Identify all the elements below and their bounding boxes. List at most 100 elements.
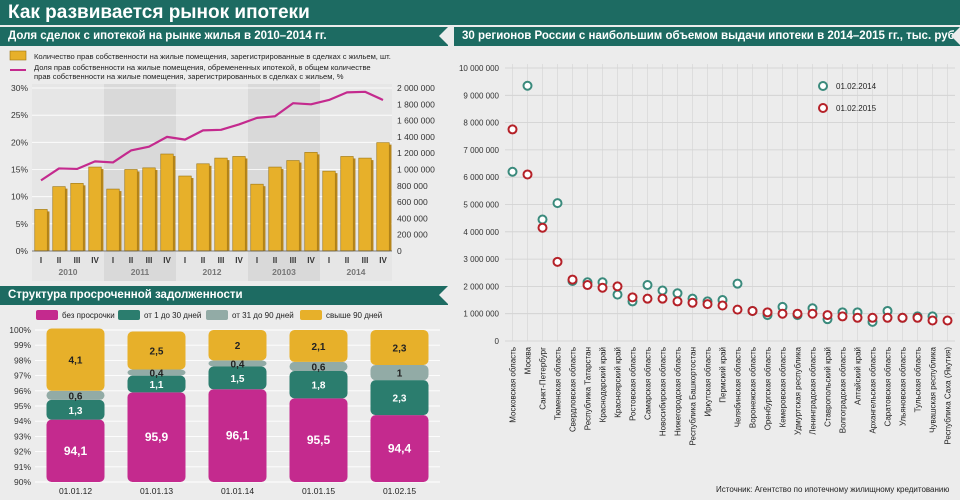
region-point [837, 311, 848, 322]
x-region-label: Санкт-Петербург [539, 347, 548, 410]
y-tick: 3 000 000 [463, 255, 499, 264]
x-quarter-label: IV [235, 256, 243, 265]
overdue-segment [46, 399, 105, 420]
y-right-tick: 1 000 000 [397, 165, 435, 175]
plot-area [505, 64, 955, 341]
y-tick: 10 000 000 [459, 64, 500, 73]
x-region-label: Москва [524, 346, 533, 374]
x-region-label: Кемеровская область [779, 347, 788, 427]
share-line [40, 90, 384, 182]
y-tick: 5 000 000 [463, 201, 499, 210]
overdue-value-label: 0,6 [312, 362, 326, 373]
legend-swatch [36, 310, 58, 320]
deals-bar-shade [83, 185, 86, 251]
region-point [672, 296, 683, 307]
x-region-label: Республика Башкортостан [689, 347, 698, 445]
y-right-tick: 600 000 [397, 197, 428, 207]
y-tick: 1 000 000 [463, 310, 499, 319]
x-region-label: Ленинградская область [809, 347, 818, 435]
x-region-label: Ставропольский край [824, 347, 833, 427]
y-tick: 2 000 000 [463, 282, 499, 291]
overdue-value-label: 1,5 [231, 374, 245, 385]
region-point [927, 315, 938, 326]
region-point [897, 312, 908, 323]
section-header-regions: 30 регионов России с наибольшим объемом … [454, 27, 960, 46]
overdue-segment [289, 361, 348, 372]
x-date-label: 01.01.15 [302, 486, 335, 496]
y-right-tick: 1 800 000 [397, 99, 435, 109]
region-point [627, 292, 638, 303]
x-region-label: Свердловская область [569, 347, 578, 432]
y-left-tick: 25% [11, 110, 28, 120]
deals-bar-shade [371, 160, 374, 251]
overdue-segment [289, 371, 348, 399]
y-tick: 92% [14, 447, 31, 457]
deals-bar-shade [209, 165, 212, 251]
region-point [642, 280, 653, 291]
y-right-tick: 2 000 000 [397, 83, 435, 93]
x-date-label: 01.02.15 [383, 486, 416, 496]
region-point [597, 282, 608, 293]
overdue-segment [127, 392, 186, 482]
overdue-value-label: 1,1 [150, 380, 164, 391]
region-point [702, 299, 713, 310]
region-point [537, 222, 548, 233]
deals-bar-shade [137, 171, 140, 251]
overdue-segment [289, 398, 348, 482]
x-quarter-label: II [273, 256, 277, 265]
deals-bar-shade [317, 154, 320, 251]
title-bar: Как развивается рынок ипотеки [0, 0, 960, 25]
y-tick: 99% [14, 340, 31, 350]
legend-swatch [300, 310, 322, 320]
y-tick: 95% [14, 401, 31, 411]
y-left-tick: 10% [11, 192, 28, 202]
y-left-tick: 20% [11, 137, 28, 147]
x-region-label: Ростовская область [629, 347, 638, 421]
legend-label: 01.02.2015 [836, 104, 877, 113]
y-tick: 97% [14, 371, 31, 381]
x-quarter-label: III [146, 256, 153, 265]
overdue-value-label: 96,1 [226, 429, 250, 443]
y-tick: 98% [14, 355, 31, 365]
legend-label: без просрочки [62, 311, 115, 320]
y-tick: 0 [495, 337, 500, 346]
overdue-segment [370, 415, 429, 482]
x-region-label: Тульская область [914, 347, 923, 412]
deals-bar-shade [245, 158, 248, 251]
legend-label-count: Количество прав собственности на жилые п… [34, 52, 391, 61]
region-point [792, 308, 803, 319]
y-tick: 8 000 000 [463, 119, 499, 128]
legend-label: свыше 90 дней [326, 311, 382, 320]
overdue-value-label: 1,8 [312, 381, 326, 392]
x-region-label: Челябинская область [734, 347, 743, 427]
region-point [642, 293, 653, 304]
overdue-segment [208, 389, 267, 482]
x-quarter-label: III [74, 256, 81, 265]
region-point [522, 80, 533, 91]
region-point [552, 256, 563, 267]
deals-bar-shade [191, 178, 194, 251]
deals-bar-shade [353, 158, 356, 251]
x-date-label: 01.01.14 [221, 486, 254, 496]
x-year-label: 2011 [131, 267, 150, 277]
overdue-value-label: 1 [397, 369, 403, 380]
y-right-tick: 800 000 [397, 181, 428, 191]
section-header-deals: Доля сделок с ипотекой на рынке жилья в … [0, 27, 448, 46]
deals-bar-shade [173, 156, 176, 251]
y-tick: 91% [14, 462, 31, 472]
deals-bar-shade [101, 169, 104, 251]
overdue-segment [208, 366, 267, 390]
overdue-value-label: 4,1 [69, 356, 83, 367]
y-tick: 100% [9, 325, 31, 335]
region-point [807, 308, 818, 319]
y-tick: 94% [14, 416, 31, 426]
deals-bar-shade [299, 162, 302, 251]
x-quarter-label: I [256, 256, 258, 265]
overdue-value-label: 0,6 [69, 391, 83, 402]
overdue-value-label: 95,5 [307, 433, 331, 447]
region-point [537, 214, 548, 225]
deals-bar-shade [335, 173, 338, 251]
x-quarter-label: III [290, 256, 297, 265]
region-point [612, 289, 623, 300]
